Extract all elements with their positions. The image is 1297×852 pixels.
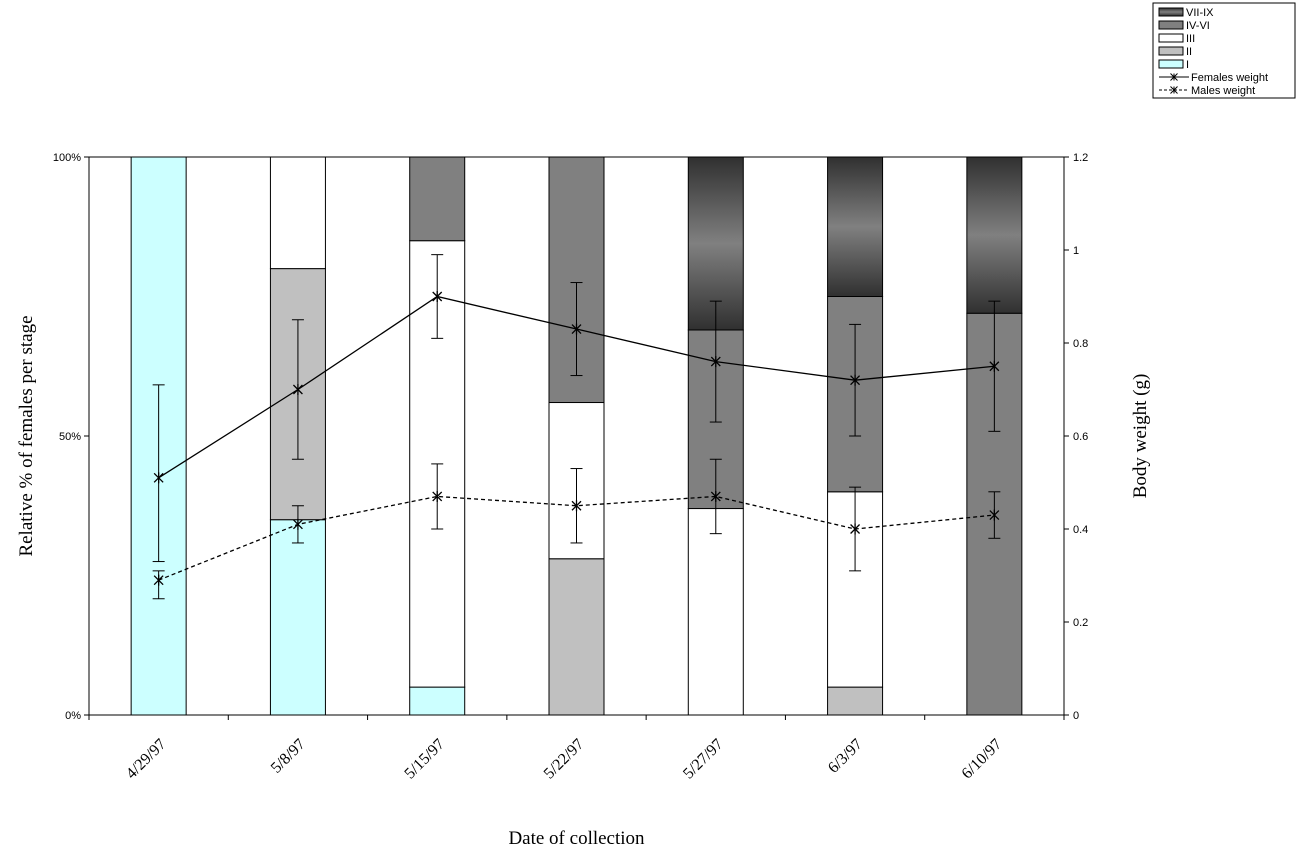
x-tick-label: 5/27/97	[680, 736, 727, 783]
point-females-weight-4	[710, 356, 721, 368]
point-females-weight-6	[989, 360, 1000, 372]
bars	[130, 156, 1023, 716]
legend-swatch	[1158, 46, 1184, 56]
point-females-weight-0	[153, 472, 164, 484]
y2-tick-label: 1	[1073, 245, 1079, 257]
y2-tick-label: 0	[1073, 710, 1079, 722]
x-tick-label: 6/10/97	[959, 736, 1006, 783]
bar-i-2	[409, 686, 466, 716]
y2-tick-label: 0.2	[1073, 617, 1088, 629]
point-males-weight-5	[850, 523, 861, 535]
point-females-weight-5	[850, 374, 861, 386]
point-males-weight-0	[153, 574, 164, 586]
point-males-weight-6	[989, 509, 1000, 521]
bar-iii-4	[687, 508, 744, 716]
point-males-weight-2	[432, 490, 443, 502]
legend-item-i: I	[1158, 59, 1189, 71]
x-tick-label: 5/15/97	[401, 736, 448, 783]
legend-swatch	[1158, 7, 1184, 17]
y2-axis-title: Body weight (g)	[1130, 374, 1151, 499]
point-males-weight-3	[571, 500, 582, 512]
point-females-weight-1	[292, 384, 303, 395]
legend-item-iii: III	[1158, 33, 1195, 45]
y2-tick-label: 0.8	[1073, 338, 1088, 350]
point-males-weight-4	[710, 490, 721, 502]
point-males-weight-1	[292, 518, 303, 530]
weight-lines	[152, 254, 1001, 600]
point-females-weight-2	[432, 291, 443, 302]
bar-vii-ix-5	[827, 156, 884, 297]
y2-tick-label: 0.4	[1073, 524, 1088, 536]
bar-i-1	[269, 519, 326, 716]
legend-label: Males weight	[1191, 85, 1255, 97]
y2-tick-label: 0.6	[1073, 431, 1088, 443]
y2-tick-label: 1.2	[1073, 152, 1088, 164]
legend-item-vii-ix: VII-IX	[1158, 7, 1214, 19]
point-females-weight-3	[571, 323, 582, 335]
x-tick-label: 6/3/97	[825, 736, 866, 777]
legend-item-ii: II	[1158, 46, 1192, 58]
bar-iii-1	[269, 156, 326, 270]
x-tick-label: 5/8/97	[268, 736, 309, 777]
legend-label: IV-VI	[1186, 20, 1210, 32]
legend-label: VII-IX	[1186, 7, 1214, 19]
legend-label: II	[1186, 46, 1192, 58]
bar-iv-vi-2	[409, 156, 466, 242]
legend-marker	[1170, 73, 1178, 81]
legend-label: III	[1186, 33, 1195, 45]
legend-item-females-weight: Females weight	[1159, 72, 1268, 84]
bar-vii-ix-6	[966, 156, 1023, 314]
legend-label: Females weight	[1191, 72, 1268, 84]
bar-ii-3	[548, 558, 605, 716]
legend-swatch	[1158, 20, 1184, 30]
y-tick-label: 100%	[53, 152, 81, 164]
legend-swatch	[1158, 33, 1184, 43]
y-tick-label: 0%	[65, 710, 81, 722]
y-axis-title: Relative % of females per stage	[16, 315, 37, 556]
x-tick-label: 5/22/97	[541, 736, 588, 783]
y-tick-label: 50%	[59, 431, 81, 443]
x-tick-label: 4/29/97	[123, 736, 170, 783]
legend-label: I	[1186, 59, 1189, 71]
legend-swatch	[1158, 59, 1184, 69]
legend-item-iv-vi: IV-VI	[1158, 20, 1210, 32]
bar-ii-5	[827, 686, 884, 716]
x-axis-title: Date of collection	[508, 828, 645, 849]
legend-item-males-weight: Males weight	[1159, 85, 1255, 97]
legend-marker	[1170, 86, 1178, 94]
